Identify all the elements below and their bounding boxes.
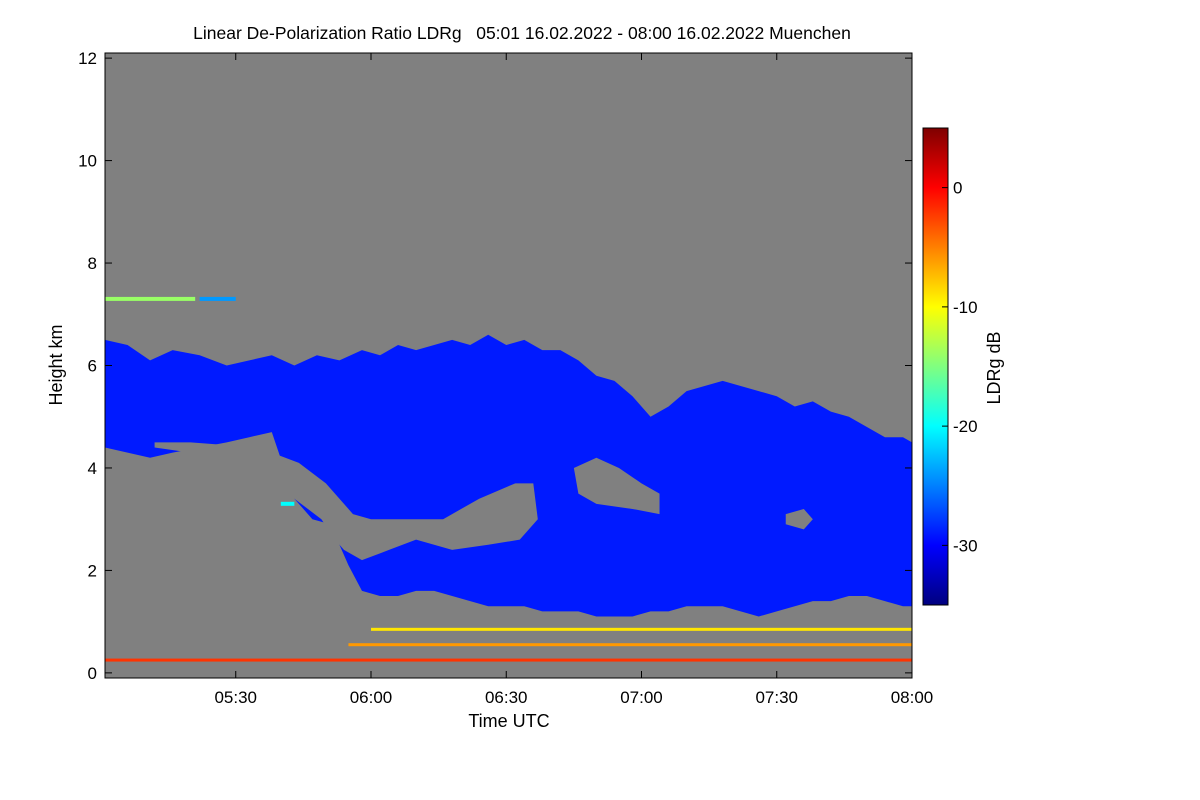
colorbar-tick-label: -10 <box>953 298 978 317</box>
x-axis: 05:30 06:00 06:30 07:00 07:30 08:00 <box>214 53 933 707</box>
x-tick-label: 06:00 <box>350 688 393 707</box>
echo-patch <box>280 501 295 506</box>
x-axis-label: Time UTC <box>468 711 549 731</box>
y-tick-label: 10 <box>78 152 97 171</box>
x-tick-label: 06:30 <box>485 688 528 707</box>
echo-patch <box>199 296 236 301</box>
y-axis-label: Height km <box>46 324 66 405</box>
y-tick-label: 0 <box>88 664 97 683</box>
y-axis: 0 2 4 6 8 10 12 <box>78 49 912 683</box>
y-tick-label: 2 <box>88 561 97 580</box>
x-tick-label: 05:30 <box>214 688 257 707</box>
colorbar-gradient <box>922 127 949 606</box>
y-tick-label: 8 <box>88 254 97 273</box>
ground-band <box>348 643 912 647</box>
x-tick-label: 07:30 <box>755 688 798 707</box>
cloud-gap <box>785 508 813 530</box>
colorbar-label: LDRg dB <box>984 331 1004 404</box>
chart-title: Linear De-Polarization Ratio LDRg 05:01 … <box>193 23 851 43</box>
cloud-gap <box>154 442 538 561</box>
ground-band <box>370 627 912 631</box>
colorbar-tick-label: -30 <box>953 536 978 555</box>
y-tick-label: 12 <box>78 49 97 68</box>
x-tick-label: 08:00 <box>891 688 934 707</box>
colorbar-ticks: 0 -10 -20 -30 <box>942 179 978 555</box>
y-tick-label: 6 <box>88 357 97 376</box>
echo-patch <box>105 296 196 301</box>
colorbar-tick-label: 0 <box>953 179 962 198</box>
colorbar: 0 -10 -20 -30 <box>922 127 978 606</box>
ground-band <box>105 658 912 662</box>
cloud-gap <box>573 457 660 515</box>
y-tick-label: 4 <box>88 459 97 478</box>
x-tick-label: 07:00 <box>620 688 663 707</box>
plot-area <box>105 53 912 678</box>
series-layer <box>105 296 912 662</box>
cloud-layer <box>105 334 912 617</box>
colorbar-tick-label: -20 <box>953 417 978 436</box>
